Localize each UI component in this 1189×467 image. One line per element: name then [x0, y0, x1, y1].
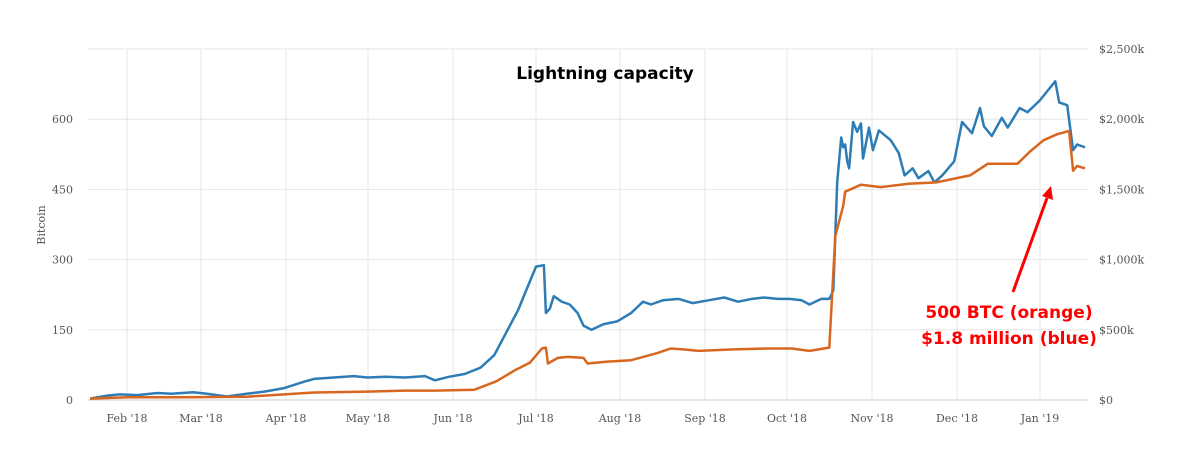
x-tick-label: Jun '18 [432, 412, 472, 425]
left-axis-tick-labels: 0 150 300 450 600 [52, 113, 73, 407]
annotation-arrow-shaft [1011, 197, 1049, 293]
x-tick-label: Dec '18 [936, 412, 978, 425]
annotation-arrowhead [1042, 186, 1053, 200]
y-tick-label: 150 [52, 324, 73, 337]
x-tick-label: Jan '19 [1020, 412, 1060, 425]
x-axis-tick-labels: Feb '18 Mar '18 Apr '18 May '18 Jun '18 Jul '… [106, 412, 1059, 425]
y2-tick-label: $2,500k [1099, 43, 1144, 56]
usd-capacity-line [89, 80, 1086, 400]
annotation: 500 BTC (orange) $1.8 million (blue) [921, 186, 1097, 349]
x-tick-label: Feb '18 [106, 412, 147, 425]
annotation-line-2: $1.8 million (blue) [921, 329, 1097, 349]
y2-tick-label: $1,500k [1099, 183, 1144, 196]
series-lines [89, 80, 1086, 400]
x-tick-label: May '18 [346, 412, 391, 425]
x-tick-label: Apr '18 [265, 412, 307, 425]
y-axis-title: Bitcoin [35, 205, 48, 244]
btc-capacity-line [89, 129, 1086, 400]
x-tick-label: Sep '18 [684, 412, 726, 425]
x-tick-label: Oct '18 [767, 412, 807, 425]
chart-title: Lightning capacity [516, 64, 693, 84]
y-tick-label: 0 [66, 394, 73, 407]
right-axis-tick-labels: $0 $500k $1,000k $1,500k $2,000k $2,500k [1099, 43, 1144, 407]
y-tick-label: 600 [52, 113, 73, 126]
y-tick-label: 450 [52, 183, 73, 196]
x-tick-label: Mar '18 [179, 412, 223, 425]
x-tick-label: Nov '18 [851, 412, 894, 425]
x-tick-label: Aug '18 [598, 412, 642, 425]
x-tick-label: Jul '18 [517, 412, 554, 425]
y2-tick-label: $1,000k [1099, 254, 1144, 267]
y2-tick-label: $0 [1099, 394, 1113, 407]
y2-tick-label: $500k [1099, 324, 1134, 337]
annotation-line-1: 500 BTC (orange) [925, 303, 1092, 323]
y-tick-label: 300 [52, 254, 73, 267]
y2-tick-label: $2,000k [1099, 113, 1144, 126]
grid-lines [88, 48, 1088, 401]
